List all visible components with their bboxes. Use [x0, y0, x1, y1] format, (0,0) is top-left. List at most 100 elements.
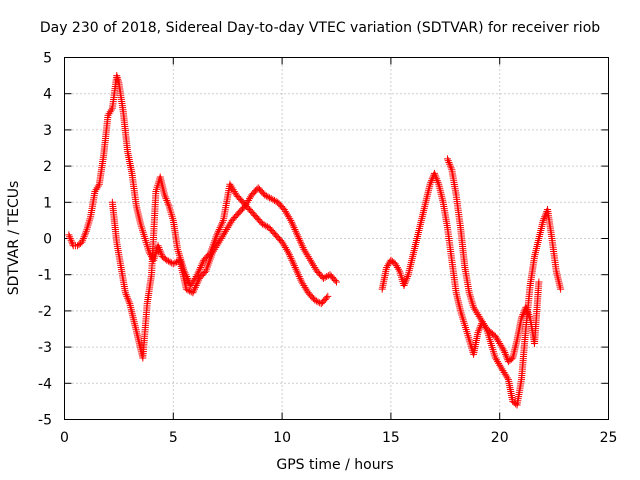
data-point	[497, 341, 505, 349]
data-point	[163, 196, 171, 204]
y-tick-label: -3	[38, 340, 52, 356]
data-point	[124, 294, 132, 302]
data-point	[157, 249, 165, 257]
data-series	[443, 155, 543, 366]
data-point	[331, 276, 339, 284]
data-point	[322, 294, 330, 302]
data-point	[182, 271, 190, 279]
data-point	[92, 186, 100, 194]
data-point	[393, 263, 401, 271]
data-point	[401, 278, 409, 286]
data-point	[289, 222, 297, 230]
data-point	[197, 263, 204, 271]
data-point	[293, 231, 301, 239]
data-point	[106, 108, 114, 116]
data-point	[218, 220, 226, 228]
data-point	[216, 224, 224, 232]
grid-lines	[64, 57, 609, 420]
data-point	[446, 160, 454, 168]
data-point	[294, 269, 302, 277]
data-point	[287, 254, 295, 262]
data-series	[378, 169, 565, 409]
data-point	[498, 365, 506, 373]
data-point	[292, 227, 300, 235]
data-point	[312, 297, 320, 305]
data-point	[470, 303, 478, 311]
data-point	[309, 260, 317, 268]
data-point	[494, 358, 502, 366]
data-point	[395, 265, 403, 273]
data-point	[296, 236, 304, 244]
data-point	[164, 200, 172, 208]
data-point	[492, 334, 500, 342]
data-point	[301, 283, 309, 291]
data-point	[280, 206, 288, 214]
data-point	[94, 182, 102, 190]
data-point	[478, 318, 486, 326]
data-point	[433, 177, 441, 185]
x-tick-label: 0	[60, 430, 69, 446]
data-point	[291, 263, 299, 271]
data-point	[541, 213, 549, 221]
data-point	[297, 240, 305, 248]
data-point	[121, 289, 129, 297]
data-point	[535, 278, 543, 286]
data-point	[303, 251, 311, 259]
data-point	[193, 271, 201, 279]
data-point	[191, 274, 199, 282]
data-point	[161, 191, 169, 199]
data-point	[228, 184, 236, 192]
data-point	[282, 245, 290, 253]
data-point	[171, 259, 179, 267]
data-point	[105, 110, 113, 118]
data-point	[523, 305, 531, 313]
data-point	[473, 309, 481, 317]
data-point	[294, 233, 302, 241]
data-point	[262, 222, 270, 230]
data-point	[286, 253, 294, 261]
x-tick-label: 15	[382, 430, 400, 446]
data-point	[285, 251, 293, 259]
data-point	[261, 191, 269, 199]
data-point	[286, 215, 294, 223]
data-point	[292, 265, 300, 273]
data-point	[164, 257, 172, 265]
data-point	[285, 249, 293, 257]
data-point	[518, 312, 526, 320]
data-point	[156, 245, 164, 253]
y-tick-label: -4	[38, 376, 52, 392]
data-point	[192, 273, 200, 281]
data-point	[492, 356, 500, 364]
data-point	[319, 274, 327, 282]
data-point	[446, 162, 454, 170]
chart-title: Day 230 of 2018, Sidereal Day-to-day VTE…	[39, 20, 601, 36]
data-point	[213, 231, 221, 239]
data-point	[321, 273, 329, 281]
data-point	[523, 307, 531, 315]
data-point	[540, 215, 548, 223]
data-point	[430, 169, 438, 177]
y-axis-label: SDTVAR / TECUs	[6, 180, 22, 296]
data-point	[496, 361, 504, 369]
data-point	[477, 316, 485, 324]
data-point	[222, 227, 230, 235]
data-point	[475, 327, 483, 335]
data-point	[432, 173, 440, 181]
data-point	[290, 224, 298, 232]
data-point	[226, 180, 234, 188]
data-point	[230, 187, 238, 195]
data-point	[198, 260, 206, 268]
data-point	[307, 258, 315, 266]
data-point	[80, 233, 88, 241]
data-point	[333, 278, 340, 286]
data-point	[219, 218, 227, 226]
data-point	[284, 247, 292, 255]
y-tick-labels: -5 -4 -3 -2 -1 0 1 2 3 4 5	[38, 51, 52, 429]
data-point	[281, 244, 289, 252]
data-point	[447, 164, 455, 172]
data-point	[316, 299, 324, 307]
data-point	[299, 280, 307, 288]
data-point	[259, 220, 267, 228]
data-point	[443, 155, 451, 163]
data-point	[82, 229, 90, 237]
